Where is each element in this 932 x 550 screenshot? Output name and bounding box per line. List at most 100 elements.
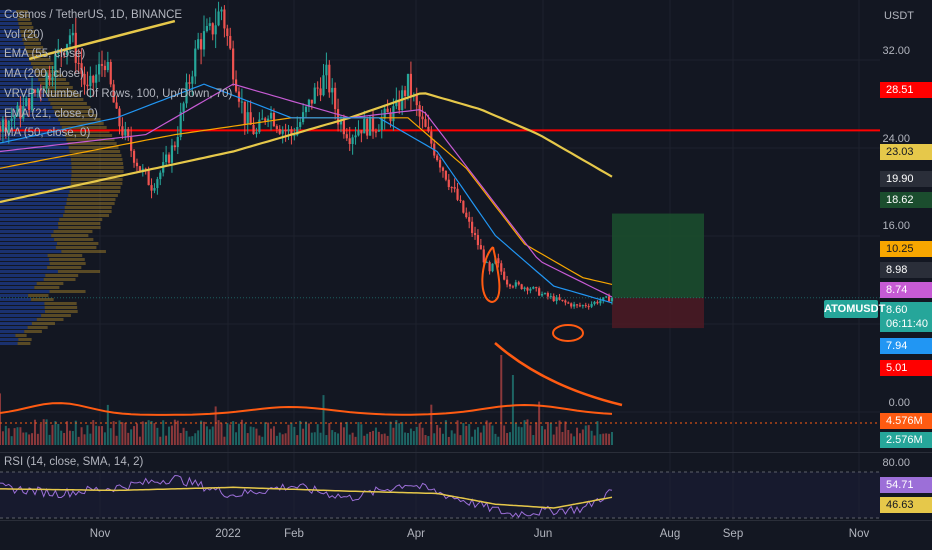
curve-drawing	[494, 342, 623, 407]
volume-bar	[19, 427, 22, 445]
volume-bar	[325, 435, 328, 445]
volume-bar	[409, 428, 412, 445]
volume-profile-bar	[0, 326, 28, 329]
volume-bar	[270, 428, 273, 445]
candle-body	[77, 62, 80, 64]
volume-profile-bar	[27, 326, 48, 329]
volume-bar	[552, 434, 555, 445]
candle-body	[535, 287, 538, 289]
volume-bar	[121, 422, 124, 445]
circle-drawing	[552, 324, 584, 342]
volume-profile-bar	[0, 190, 70, 193]
volume-bar	[278, 432, 281, 445]
candle-body	[194, 48, 197, 77]
volume-profile-bar	[16, 14, 30, 17]
volume-bar	[147, 420, 150, 445]
volume-bar	[296, 435, 299, 445]
volume-bar	[581, 429, 584, 445]
volume-profile-bar	[50, 102, 87, 105]
volume-bar	[240, 419, 243, 445]
candle-body	[456, 188, 459, 200]
symbol-tag[interactable]: ATOMUSDT	[824, 300, 885, 318]
volume-profile-bar	[0, 154, 71, 157]
candle-body	[220, 9, 223, 12]
volume-profile-bar	[70, 158, 123, 161]
volume-bar	[354, 436, 357, 445]
volume-bar	[130, 429, 133, 445]
volume-bar	[83, 434, 86, 445]
price-label-last: 8.60	[880, 302, 932, 318]
volume-profile-bar	[71, 170, 124, 173]
volume-bar	[57, 423, 60, 445]
volume-bar	[584, 425, 587, 445]
volume-bar	[599, 434, 602, 445]
volume-bar	[500, 355, 503, 445]
volume-bar	[526, 419, 529, 445]
volume-bar	[182, 427, 185, 445]
volume-bar	[232, 421, 235, 445]
volume-profile-bar	[0, 198, 67, 201]
time-tick: Feb	[284, 528, 304, 540]
candle-body	[249, 112, 252, 125]
volume-profile-bar	[0, 342, 18, 345]
candle-body	[316, 87, 319, 89]
volume-bar	[465, 425, 468, 445]
candle-body	[380, 118, 383, 131]
candle-body	[590, 304, 593, 307]
volume-bar	[602, 433, 605, 445]
volume-profile-bar	[68, 194, 118, 197]
volume-bar	[523, 420, 526, 445]
volume-profile-bar	[17, 342, 31, 345]
indicator-ma50[interactable]: MA (50, close, 0)	[4, 127, 91, 140]
volume-profile-bar	[0, 30, 21, 33]
candle-body	[217, 11, 220, 26]
volume-bar	[235, 432, 238, 445]
candle-body	[398, 99, 401, 111]
volume-bar	[570, 433, 573, 445]
candle-body	[246, 112, 249, 125]
volume-profile-bar	[0, 174, 72, 177]
volume-profile-bar	[0, 218, 60, 221]
rsi-legend[interactable]: RSI (14, close, SMA, 14, 2)	[4, 456, 144, 468]
candle-body	[95, 74, 98, 83]
volume-profile-bar	[0, 214, 64, 217]
volume-bar	[541, 426, 544, 445]
price-tick: 16.00	[882, 220, 910, 232]
candle-body	[517, 282, 520, 285]
volume-profile-bar	[0, 250, 62, 253]
volume-bar	[555, 426, 558, 445]
volume-profile-bar	[0, 270, 58, 273]
volume-bar	[272, 426, 275, 445]
candle-body	[357, 130, 360, 136]
volume-profile-bar	[69, 150, 121, 153]
volume-bar	[441, 433, 444, 445]
indicator-ema55[interactable]: EMA (55, close)	[4, 48, 86, 61]
volume-profile-bar	[28, 294, 49, 297]
volume-profile-bar	[67, 142, 117, 145]
volume-bar	[415, 426, 418, 445]
candle-body	[403, 90, 407, 97]
indicator-ma200[interactable]: MA (200, close)	[4, 68, 84, 81]
volume-bar	[16, 427, 19, 445]
volume-profile-bar	[0, 274, 46, 277]
volume-bar	[564, 421, 567, 445]
price-label-target: 18.62	[880, 192, 932, 208]
candle-body	[33, 89, 37, 93]
pane-separator[interactable]	[0, 452, 932, 453]
candle-body	[336, 109, 340, 125]
volume-profile-bar	[0, 82, 41, 85]
candle-body	[334, 87, 337, 110]
candle-body	[68, 35, 72, 45]
volume-profile-bar	[0, 178, 71, 181]
volume-profile-bar	[18, 22, 32, 25]
candle-body	[607, 296, 611, 302]
volume-bar	[249, 426, 252, 445]
volume-bar	[576, 427, 579, 445]
indicator-ema21[interactable]: EMA (21, close, 0)	[4, 107, 98, 120]
candle-body	[441, 167, 445, 171]
indicator-vol[interactable]: Vol (20)	[4, 28, 44, 41]
rsi-tick: 80.00	[882, 457, 910, 469]
volume-bar	[305, 421, 307, 445]
indicator-vrvp[interactable]: VRVP (Number Of Rows, 100, Up/Down, 70)	[4, 87, 233, 100]
